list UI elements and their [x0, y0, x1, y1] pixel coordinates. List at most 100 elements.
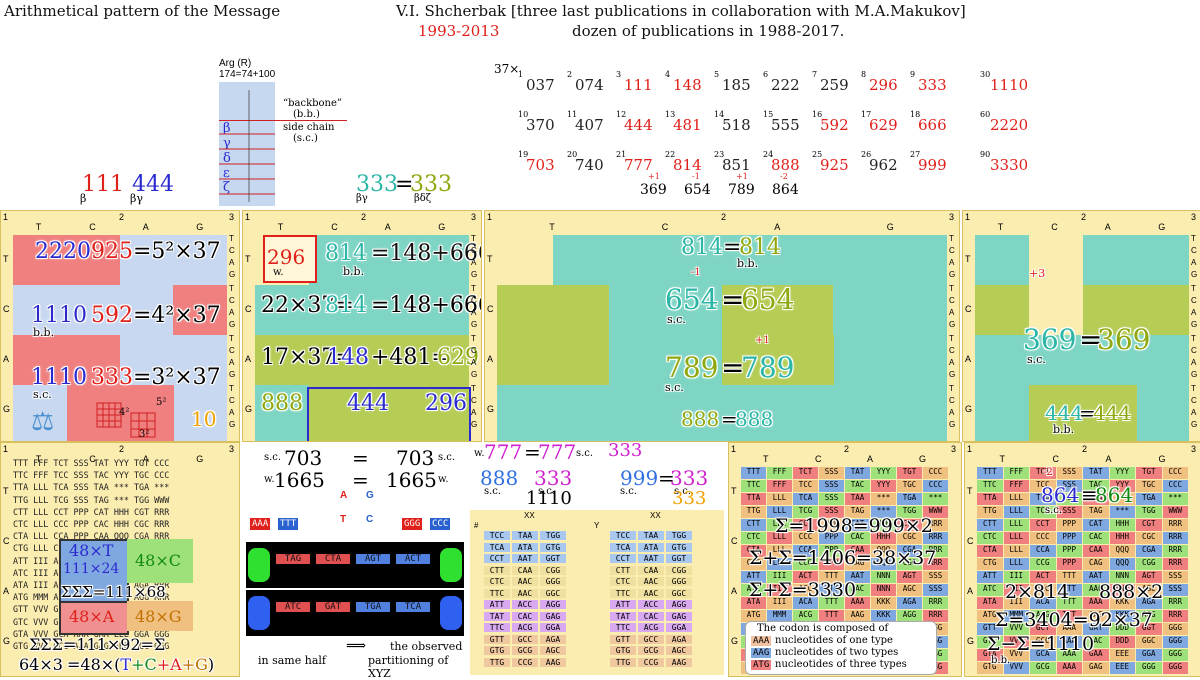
xx-codon-mirror: TTC	[610, 623, 636, 632]
sigma-cell: TTG	[741, 506, 766, 518]
grid-side-label: A	[471, 308, 477, 317]
sigma-cell: TTT	[819, 571, 844, 583]
p2-eq-a: =148+666	[371, 241, 482, 266]
panel-8-sigma-table: TTT FFF TCT SSS TAT YYY TGT CCC TTC FFF TCC SSS TAC Y…	[728, 442, 962, 677]
xx-codon: AAC	[512, 577, 538, 586]
sigma-cell: LLL	[1003, 519, 1029, 531]
sigma-cell: NNN	[1109, 571, 1135, 583]
multiple-index: 22	[665, 150, 676, 159]
multiple-value: 074	[575, 76, 604, 94]
sigma-cell: RRR	[923, 519, 948, 531]
p3-num-888a: 888	[681, 407, 720, 431]
codon-tile: ATC	[276, 602, 310, 612]
sigma-cell: TTT	[819, 584, 844, 596]
sigma-cell: CCG	[793, 558, 818, 570]
xx-codon: ATT	[484, 600, 510, 609]
xx-codon: AAC	[512, 588, 538, 598]
grid-side-label: T	[471, 284, 476, 293]
sigma-cell: QQQ	[871, 545, 896, 557]
p1-sq3: 3²	[139, 429, 150, 440]
sigma-cell: YYY	[1109, 480, 1135, 492]
sigma-cell: EEE	[1109, 649, 1135, 661]
sigma-cell: ACG	[1030, 610, 1056, 622]
p5-sigma3: ΣΣΣ=111×68	[61, 583, 166, 601]
sigma-cell: III	[1003, 571, 1029, 583]
sigma-cell: CAA	[1083, 545, 1109, 557]
multiple-index: 15	[763, 110, 774, 119]
xx-codon-mirror: GCC	[638, 634, 664, 644]
p2-eq-b: =148+666	[371, 293, 482, 318]
p1-squares-svg	[96, 402, 156, 438]
xx-codon-mirror: AAC	[638, 588, 664, 598]
sigma-cell: VVV	[1003, 649, 1029, 661]
grid-label-three: 3	[1191, 212, 1197, 222]
grid-side-label: C	[229, 396, 235, 405]
grid-side-label: A	[1191, 408, 1197, 417]
p1-sc: s.c.	[33, 388, 52, 401]
xx-codon-mirror: AAT	[638, 554, 664, 563]
sigma-cell: AGG	[1136, 610, 1162, 622]
sigma-cell: CGG	[1136, 558, 1162, 570]
grid-row-label: A	[3, 354, 10, 364]
grid-side-label: T	[1191, 234, 1196, 243]
num-111: 111	[82, 172, 124, 197]
p1-num-1110b: 1110	[31, 365, 87, 390]
sigma-cell: GTG	[977, 662, 1003, 674]
p8-atg: ATG	[751, 660, 772, 670]
p1-num-1110a: 1110	[31, 303, 87, 328]
sigma-cell: TTA	[977, 493, 1003, 505]
p4-sc: s.c.	[1027, 353, 1046, 366]
codon-tile: ACT	[396, 554, 430, 564]
p6-blue-hand-right	[440, 596, 462, 630]
sigma-cell: CCC	[793, 532, 818, 544]
sigma-cell: CGA	[1136, 545, 1162, 557]
multiple-index: 18	[910, 110, 921, 119]
grid-label-three: 3	[229, 212, 235, 222]
p1-eq2: =4²×37	[133, 303, 221, 328]
grid-side-label: T	[229, 284, 234, 293]
p3-sc2: s.c.	[665, 381, 684, 394]
p9-bb: b.b.	[991, 655, 1011, 666]
p5-111x24: 111×24	[63, 561, 120, 577]
sigma-cell: TGC	[1136, 480, 1162, 492]
sigma-cell: SSS	[923, 584, 948, 596]
grid-col-label: C	[1052, 454, 1060, 464]
p6-703a: 703	[284, 446, 323, 470]
p2-red-box	[263, 235, 317, 283]
xx-codon-mirror: GGG	[666, 577, 692, 586]
multiple-index: 7	[812, 70, 818, 79]
p1-bb: b.b.	[33, 326, 55, 339]
grid-side-label: A	[1191, 308, 1197, 317]
sigma-cell: VVV	[1003, 623, 1029, 635]
sigma-cell: CCA	[793, 545, 818, 557]
p9-sc: s.c.	[1045, 505, 1063, 516]
multiple-index: 27	[910, 150, 921, 159]
xx-codon-mirror: TTC	[610, 588, 636, 598]
header-left-title: Arithmetical pattern of the Message	[4, 2, 281, 20]
p6-tiles: TAG CTA AGT ACT ATC GAT TGA TCA	[276, 546, 436, 636]
xx-codon-mirror: CCG	[638, 657, 664, 667]
p6-w1: w.	[264, 474, 275, 485]
sigma-cell: DDD	[1109, 636, 1135, 648]
sigma-cell: ATA	[741, 597, 766, 609]
panel-6-symmetry: s.c. 703 = 703 s.c. w. 1665 = 1665 w. AA…	[242, 442, 468, 680]
sigma-cell: NNN	[871, 571, 896, 583]
p2-w: w.	[273, 267, 284, 278]
grid-side-label: G	[471, 420, 478, 429]
sigma-cell: TTT	[1056, 571, 1082, 583]
p7-codons: TCC TCC TAA TAA TGG TGG TCA TCA ATA ATA GTG GTG CCT C…	[470, 531, 724, 675]
multiple-value: 592	[820, 116, 849, 134]
sigma-cell: TAT	[1083, 467, 1109, 479]
p7-y: Y	[594, 521, 600, 530]
sigma-cell: CCC	[1030, 532, 1056, 544]
sigma-cell: ACC	[1030, 584, 1056, 596]
sigma-cell: GCC	[1030, 636, 1056, 648]
grid-side-label: C	[471, 246, 477, 255]
sigma-cell: ATT	[741, 571, 766, 583]
grid-col-label: A	[384, 222, 391, 232]
grid-col-label: A	[142, 454, 149, 464]
sigma-cell: CAC	[1083, 532, 1109, 544]
xx-codon-mirror: CGG	[666, 565, 692, 575]
p4-num-369a: 369	[1023, 323, 1077, 356]
p7-1110: 1110	[526, 488, 572, 509]
